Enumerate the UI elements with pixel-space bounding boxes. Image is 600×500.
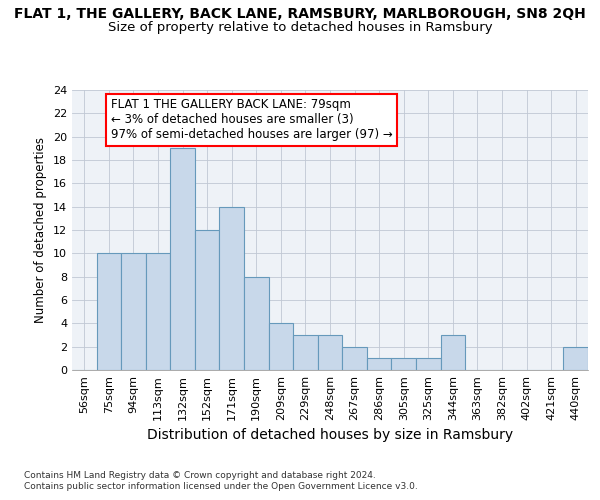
Bar [563, 346, 588, 370]
Bar [293, 335, 318, 370]
Bar [97, 254, 121, 370]
Bar [342, 346, 367, 370]
Bar [440, 335, 465, 370]
X-axis label: Distribution of detached houses by size in Ramsbury: Distribution of detached houses by size … [147, 428, 513, 442]
Text: FLAT 1 THE GALLERY BACK LANE: 79sqm
← 3% of detached houses are smaller (3)
97% : FLAT 1 THE GALLERY BACK LANE: 79sqm ← 3%… [110, 98, 392, 142]
Text: Size of property relative to detached houses in Ramsbury: Size of property relative to detached ho… [107, 22, 493, 35]
Bar [391, 358, 416, 370]
Bar [195, 230, 220, 370]
Text: FLAT 1, THE GALLERY, BACK LANE, RAMSBURY, MARLBOROUGH, SN8 2QH: FLAT 1, THE GALLERY, BACK LANE, RAMSBURY… [14, 8, 586, 22]
Bar [146, 254, 170, 370]
Bar [170, 148, 195, 370]
Bar [220, 206, 244, 370]
Y-axis label: Number of detached properties: Number of detached properties [34, 137, 47, 323]
Text: Contains public sector information licensed under the Open Government Licence v3: Contains public sector information licen… [24, 482, 418, 491]
Bar [269, 324, 293, 370]
Bar [244, 276, 269, 370]
Bar [318, 335, 342, 370]
Text: Contains HM Land Registry data © Crown copyright and database right 2024.: Contains HM Land Registry data © Crown c… [24, 471, 376, 480]
Bar [121, 254, 146, 370]
Bar [416, 358, 440, 370]
Bar [367, 358, 391, 370]
